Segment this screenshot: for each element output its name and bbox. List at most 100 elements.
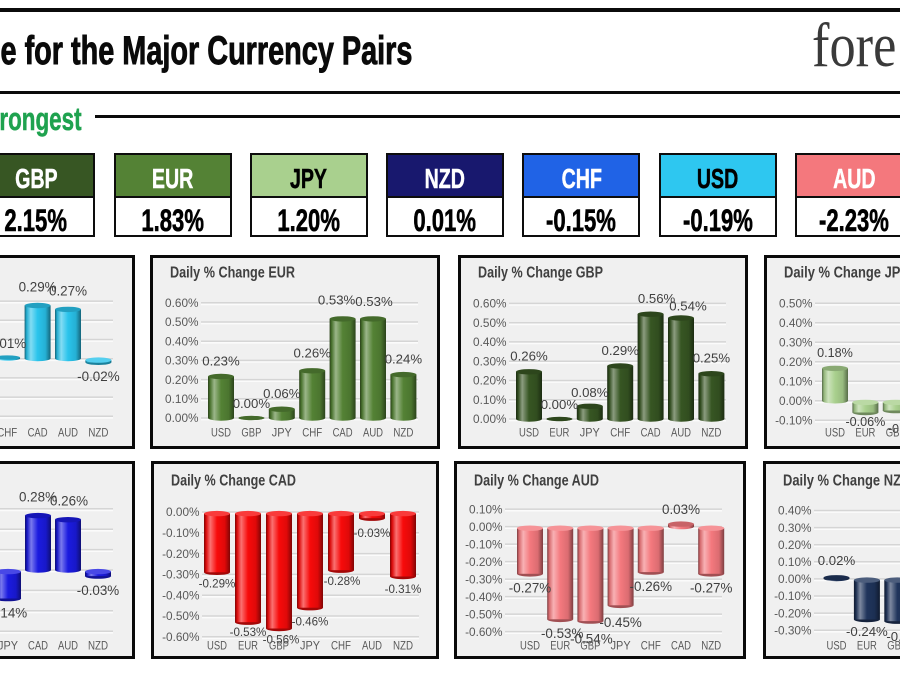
- svg-text:-0.03%: -0.03%: [76, 583, 119, 598]
- svg-text:USD: USD: [519, 428, 539, 440]
- svg-text:0.10%: 0.10%: [779, 375, 813, 389]
- svg-text:-0.50%: -0.50%: [465, 607, 503, 621]
- svg-text:0.18%: 0.18%: [817, 346, 853, 360]
- svg-text:0.30%: 0.30%: [779, 336, 813, 350]
- svg-text:Daily % Change GBP: Daily % Change GBP: [478, 265, 603, 282]
- svg-text:-0.50%: -0.50%: [162, 609, 200, 623]
- svg-text:CHF: CHF: [302, 428, 322, 440]
- svg-text:CAD: CAD: [641, 428, 661, 440]
- svg-text:0.10%: 0.10%: [165, 392, 199, 406]
- svg-text:AUD: AUD: [363, 428, 383, 440]
- svg-text:0.40%: 0.40%: [473, 335, 507, 349]
- svg-text:0.01%: 0.01%: [0, 336, 26, 351]
- svg-text:NZD: NZD: [393, 428, 413, 440]
- svg-text:JPY: JPY: [300, 641, 320, 653]
- svg-text:0.10%: 0.10%: [473, 393, 507, 407]
- svg-text:GBP: GBP: [241, 428, 261, 440]
- svg-text:0.28%: 0.28%: [19, 489, 57, 504]
- svg-text:-0.46%: -0.46%: [291, 615, 328, 628]
- svg-text:0.24%: 0.24%: [385, 351, 423, 366]
- svg-text:-0.56%: -0.56%: [262, 634, 299, 647]
- svg-text:-0.20%: -0.20%: [774, 606, 812, 620]
- svg-text:CHF: CHF: [641, 641, 661, 653]
- svg-text:AUD: AUD: [671, 428, 691, 440]
- svg-text:USD: USD: [207, 641, 227, 653]
- svg-text:-0.27%: -0.27%: [509, 581, 552, 596]
- svg-text:0.20%: 0.20%: [165, 373, 199, 387]
- svg-text:0.06%: 0.06%: [263, 386, 301, 401]
- svg-text:-0.03%: -0.03%: [353, 527, 390, 540]
- svg-text:0.40%: 0.40%: [778, 504, 812, 518]
- svg-text:-0.27%: -0.27%: [690, 581, 733, 596]
- svg-text:NZD: NZD: [88, 428, 108, 440]
- svg-text:0.20%: 0.20%: [473, 374, 507, 388]
- svg-text:CAD: CAD: [28, 641, 48, 653]
- svg-text:-0.45%: -0.45%: [599, 615, 642, 630]
- svg-text:-0.10%: -0.10%: [465, 537, 503, 551]
- svg-text:0.26%: 0.26%: [50, 494, 88, 509]
- svg-text:0.30%: 0.30%: [778, 521, 812, 535]
- svg-text:0.53%: 0.53%: [355, 294, 393, 309]
- svg-text:0.29%: 0.29%: [601, 343, 639, 358]
- svg-text:GBP: GBP: [886, 428, 900, 440]
- svg-text:-0.53%: -0.53%: [229, 626, 266, 639]
- svg-text:0.00%: 0.00%: [473, 412, 507, 426]
- svg-text:0.27%: 0.27%: [49, 284, 87, 299]
- svg-text:-0.24%: -0.24%: [846, 624, 888, 639]
- svg-text:0.40%: 0.40%: [165, 334, 199, 348]
- svg-text:Daily % Change CAD: Daily % Change CAD: [171, 473, 296, 490]
- svg-text:NZD: NZD: [701, 641, 721, 653]
- svg-text:0.23%: 0.23%: [202, 353, 240, 368]
- svg-text:-0.05%: -0.05%: [888, 422, 900, 436]
- svg-text:0.00%: 0.00%: [779, 394, 813, 408]
- svg-text:GBP: GBP: [887, 641, 900, 653]
- svg-text:NZD: NZD: [701, 428, 721, 440]
- svg-text:Daily % Change EUR: Daily % Change EUR: [170, 265, 295, 282]
- svg-text:CHF: CHF: [331, 641, 351, 653]
- svg-text:0.29%: 0.29%: [18, 279, 56, 294]
- svg-text:Daily % Change NZ: Daily % Change NZ: [783, 473, 900, 490]
- svg-text:USD: USD: [825, 428, 845, 440]
- svg-text:0.00%: 0.00%: [166, 505, 200, 519]
- svg-text:AUD: AUD: [58, 428, 78, 440]
- svg-text:-0.54%: -0.54%: [570, 631, 613, 646]
- svg-text:AUD: AUD: [362, 641, 382, 653]
- svg-text:Daily % Change AUD: Daily % Change AUD: [474, 473, 599, 490]
- svg-text:-0.14%: -0.14%: [0, 605, 27, 620]
- svg-text:-0.20%: -0.20%: [162, 547, 200, 561]
- svg-text:0.00%: 0.00%: [778, 572, 812, 586]
- svg-text:0.08%: 0.08%: [571, 385, 609, 400]
- svg-text:-0.53%: -0.53%: [541, 626, 584, 641]
- svg-text:0.10%: 0.10%: [778, 555, 812, 569]
- svg-text:JPY: JPY: [0, 641, 18, 653]
- svg-text:-0.30%: -0.30%: [774, 623, 812, 637]
- svg-text:-0.20%: -0.20%: [465, 555, 503, 569]
- svg-text:GBP: GBP: [580, 641, 600, 653]
- svg-text:-0.26%: -0.26%: [630, 579, 673, 594]
- svg-text:-0.02%: -0.02%: [77, 369, 120, 384]
- svg-text:GBP: GBP: [269, 641, 289, 653]
- svg-text:0.54%: 0.54%: [669, 298, 707, 313]
- svg-text:-0.30%: -0.30%: [162, 568, 200, 582]
- svg-text:-0.28%: -0.28%: [323, 575, 360, 588]
- svg-text:0.60%: 0.60%: [473, 297, 507, 311]
- svg-text:NZD: NZD: [88, 641, 108, 653]
- svg-text:-0.31%: -0.31%: [384, 583, 421, 596]
- svg-text:EUR: EUR: [549, 428, 569, 440]
- svg-text:0.02%: 0.02%: [818, 553, 856, 568]
- svg-text:-0.60%: -0.60%: [162, 630, 200, 644]
- svg-text:CAD: CAD: [333, 428, 353, 440]
- svg-text:-0.10%: -0.10%: [775, 414, 813, 428]
- svg-text:-0.25%: -0.25%: [886, 629, 900, 644]
- svg-text:0.50%: 0.50%: [473, 316, 507, 330]
- svg-text:0.20%: 0.20%: [779, 355, 813, 369]
- svg-text:JPY: JPY: [272, 428, 292, 440]
- svg-text:0.26%: 0.26%: [293, 346, 331, 361]
- svg-text:0.03%: 0.03%: [662, 502, 700, 517]
- svg-text:CHF: CHF: [610, 428, 630, 440]
- svg-text:USD: USD: [827, 641, 847, 653]
- svg-text:0.56%: 0.56%: [638, 291, 676, 306]
- svg-text:0.00%: 0.00%: [469, 520, 503, 534]
- svg-text:EUR: EUR: [855, 428, 875, 440]
- svg-text:EUR: EUR: [238, 641, 258, 653]
